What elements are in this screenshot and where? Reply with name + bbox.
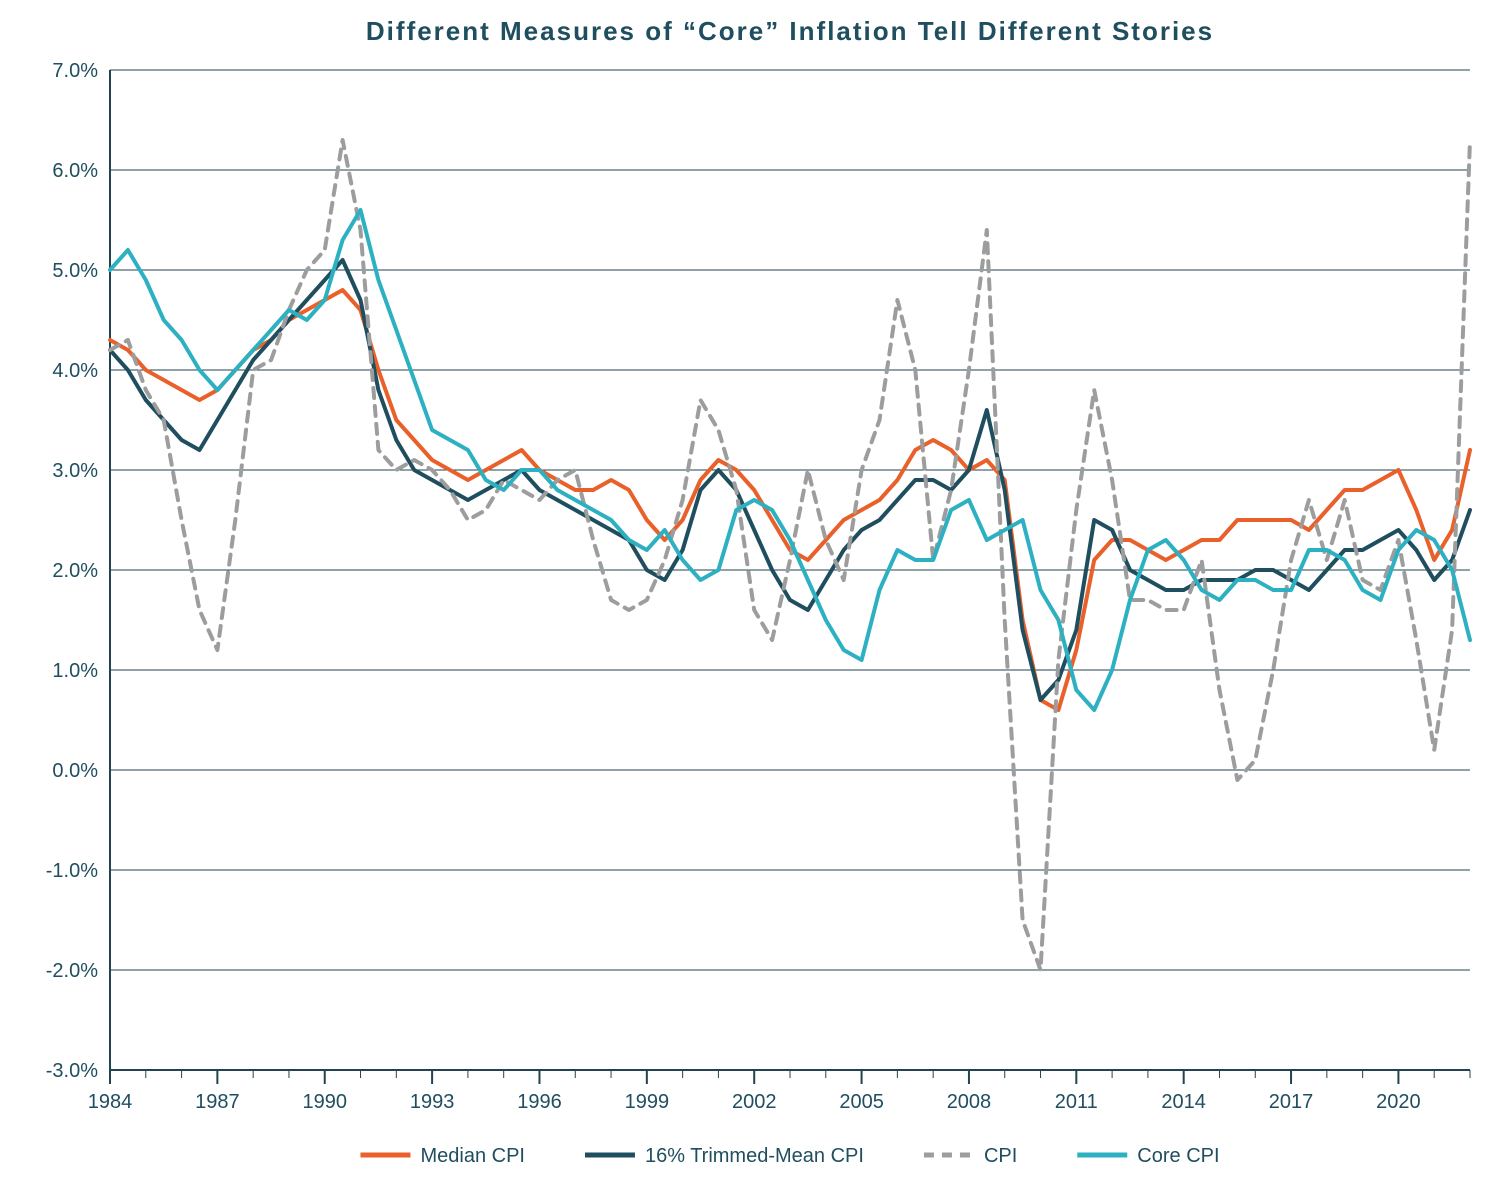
y-tick-label: 1.0%	[52, 660, 98, 682]
y-tick-label: 4.0%	[52, 360, 98, 382]
y-tick-label: -1.0%	[46, 860, 98, 882]
x-tick-label: 2020	[1376, 1091, 1421, 1113]
y-tick-label: 7.0%	[52, 60, 98, 82]
x-tick-label: 2014	[1161, 1091, 1206, 1113]
x-tick-label: 2008	[947, 1091, 992, 1113]
inflation-chart: Different Measures of “Core” Inflation T…	[0, 0, 1505, 1200]
x-tick-label: 1996	[517, 1091, 562, 1113]
x-tick-label: 2005	[839, 1091, 884, 1113]
x-tick-label: 1987	[195, 1091, 240, 1113]
y-tick-label: 6.0%	[52, 160, 98, 182]
x-tick-label: 2011	[1055, 1091, 1098, 1113]
series-line	[110, 210, 1470, 710]
chart-title: Different Measures of “Core” Inflation T…	[366, 16, 1214, 46]
x-tick-label: 2002	[732, 1091, 777, 1113]
series-line	[110, 140, 1470, 970]
x-tick-label: 1993	[410, 1091, 455, 1113]
y-tick-label: -2.0%	[46, 960, 98, 982]
y-tick-label: -3.0%	[46, 1060, 98, 1082]
y-tick-label: 5.0%	[52, 260, 98, 282]
legend-label: 16% Trimmed-Mean CPI	[645, 1145, 864, 1167]
y-tick-label: 0.0%	[52, 760, 98, 782]
series-line	[110, 260, 1470, 700]
legend-label: Median CPI	[420, 1145, 525, 1167]
chart-container: Different Measures of “Core” Inflation T…	[0, 0, 1505, 1200]
legend-label: CPI	[984, 1145, 1017, 1167]
x-tick-label: 1984	[88, 1091, 133, 1113]
y-tick-label: 2.0%	[52, 560, 98, 582]
y-tick-label: 3.0%	[52, 460, 98, 482]
legend-label: Core CPI	[1137, 1145, 1219, 1167]
x-tick-label: 1999	[625, 1091, 670, 1113]
x-tick-label: 2017	[1269, 1091, 1314, 1113]
x-tick-label: 1990	[302, 1091, 347, 1113]
series-line	[110, 290, 1470, 710]
